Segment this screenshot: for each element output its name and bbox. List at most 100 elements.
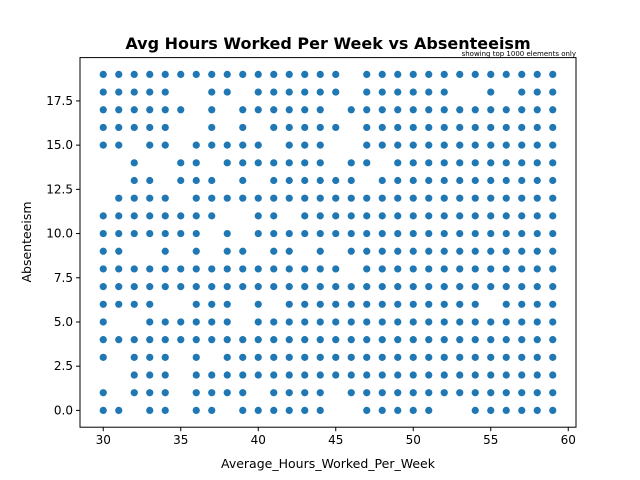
data-point (487, 336, 495, 344)
data-point (146, 353, 154, 361)
data-point (518, 141, 526, 149)
data-point (301, 106, 309, 114)
data-point (270, 159, 278, 167)
data-point (223, 389, 231, 397)
y-tick-label: 7.5 (54, 271, 73, 285)
data-point (99, 247, 107, 255)
data-point (161, 318, 169, 326)
data-point (394, 176, 402, 185)
data-point (518, 318, 526, 326)
data-point (301, 88, 309, 96)
data-point (456, 336, 464, 344)
data-point (347, 176, 355, 185)
data-point (332, 194, 340, 202)
data-point (254, 371, 262, 379)
data-point (301, 194, 309, 202)
data-point (533, 141, 541, 149)
data-point (409, 371, 417, 379)
data-point (239, 389, 247, 397)
data-point (502, 283, 510, 291)
data-point (208, 106, 216, 114)
data-point (285, 283, 293, 291)
data-point (332, 212, 340, 220)
data-point (239, 194, 247, 202)
data-point (440, 212, 448, 220)
data-point (533, 265, 541, 273)
data-point (456, 247, 464, 255)
data-point (254, 212, 262, 220)
data-point (471, 389, 479, 397)
data-point (471, 159, 479, 167)
data-point (130, 159, 138, 167)
data-point (440, 176, 448, 185)
data-point (440, 283, 448, 291)
data-point (549, 141, 557, 149)
data-point (440, 318, 448, 326)
data-point (208, 389, 216, 397)
data-point (394, 141, 402, 149)
data-point (487, 371, 495, 379)
data-point (487, 212, 495, 220)
data-point (533, 70, 541, 78)
data-point (130, 88, 138, 96)
data-point (115, 141, 123, 149)
data-point (223, 229, 231, 238)
data-point (223, 194, 231, 202)
data-point (192, 159, 200, 167)
data-point (487, 159, 495, 167)
data-point (456, 123, 464, 132)
data-points (99, 70, 557, 414)
data-point (316, 371, 324, 379)
data-point (208, 406, 216, 414)
data-point (425, 336, 433, 344)
data-point (270, 247, 278, 255)
data-point (254, 353, 262, 361)
data-point (223, 318, 231, 326)
data-point (239, 159, 247, 167)
data-point (378, 70, 386, 78)
data-point (130, 106, 138, 114)
data-point (192, 229, 200, 238)
data-point (161, 212, 169, 220)
data-point (239, 247, 247, 255)
data-point (487, 106, 495, 114)
data-point (254, 265, 262, 273)
data-point (502, 159, 510, 167)
data-point (115, 194, 123, 202)
data-point (363, 106, 371, 114)
data-point (270, 336, 278, 344)
data-point (239, 371, 247, 379)
data-point (177, 229, 185, 238)
data-point (549, 123, 557, 132)
data-point (409, 265, 417, 273)
data-point (394, 212, 402, 220)
data-point (177, 265, 185, 273)
data-point (518, 194, 526, 202)
data-point (502, 371, 510, 379)
data-point (533, 176, 541, 185)
data-point (115, 406, 123, 414)
data-point (130, 300, 138, 308)
data-point (487, 389, 495, 397)
data-point (394, 336, 402, 344)
data-point (99, 212, 107, 220)
data-point (409, 318, 417, 326)
data-point (533, 371, 541, 379)
data-point (440, 106, 448, 114)
data-point (301, 371, 309, 379)
data-point (487, 265, 495, 273)
data-point (316, 212, 324, 220)
data-point (285, 141, 293, 149)
data-point (254, 318, 262, 326)
data-point (471, 265, 479, 273)
data-point (254, 159, 262, 167)
data-point (456, 159, 464, 167)
x-tick-label: 45 (328, 433, 343, 447)
data-point (115, 229, 123, 238)
data-point (471, 70, 479, 78)
data-point (549, 300, 557, 308)
data-point (177, 318, 185, 326)
data-point (518, 212, 526, 220)
